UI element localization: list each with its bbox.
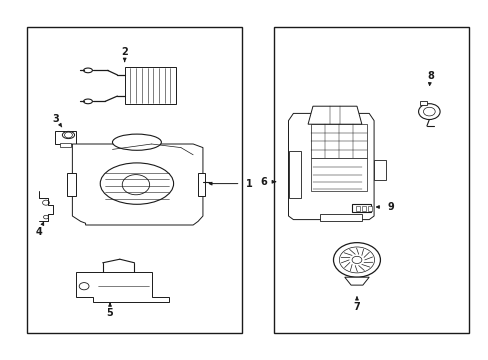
Bar [60,143,71,147]
Circle shape [122,175,149,195]
Ellipse shape [83,99,92,104]
Bar [373,160,386,180]
Ellipse shape [100,163,173,204]
Circle shape [351,256,361,264]
Bar [273,27,468,333]
Bar [361,206,365,211]
Bar [55,131,76,144]
Text: 7: 7 [353,302,360,312]
Text: 3: 3 [53,114,60,124]
Bar [351,204,370,212]
Polygon shape [307,106,361,124]
Polygon shape [344,277,368,285]
Text: 2: 2 [121,47,128,57]
Bar [419,101,427,105]
Bar [310,124,366,158]
Bar [355,206,359,211]
Text: 6: 6 [260,177,267,187]
Text: 8: 8 [426,71,433,81]
Polygon shape [288,113,373,220]
Bar [27,27,242,333]
Text: 4: 4 [36,227,42,237]
Ellipse shape [83,68,92,73]
Circle shape [418,104,439,120]
Bar [320,214,361,221]
Bar [310,158,366,191]
Text: 1: 1 [245,179,252,189]
Text: 5: 5 [106,308,113,318]
Circle shape [339,247,374,273]
Circle shape [333,243,380,277]
Bar [198,173,205,196]
Circle shape [79,283,89,290]
Circle shape [42,200,49,205]
Bar [67,173,76,196]
Circle shape [64,132,72,138]
Bar [124,67,176,104]
Ellipse shape [62,131,74,139]
Bar [367,206,371,211]
Polygon shape [72,144,203,225]
Polygon shape [76,272,168,302]
Circle shape [423,107,434,116]
Text: 9: 9 [387,202,394,212]
Ellipse shape [112,134,161,150]
Circle shape [43,215,48,219]
Bar [288,151,300,198]
